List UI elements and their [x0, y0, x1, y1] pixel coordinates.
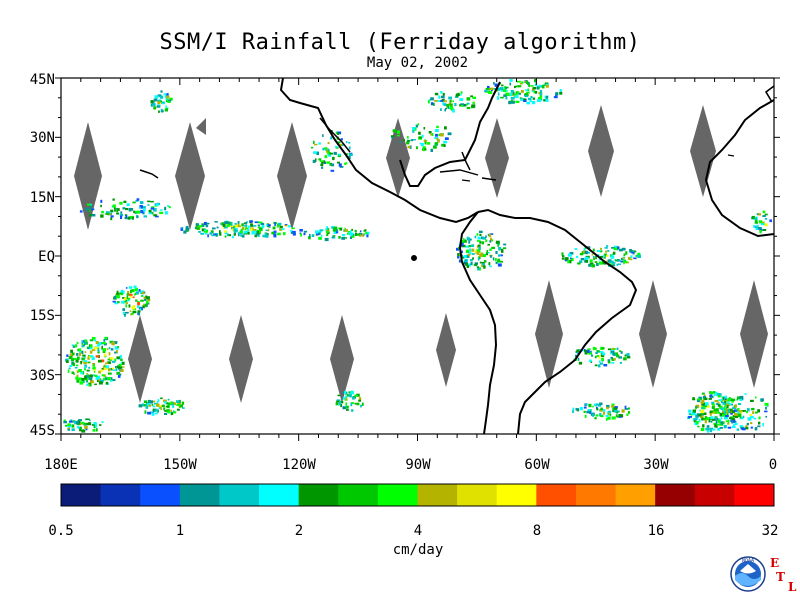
map-frame [60, 77, 775, 435]
svg-text:NOAA: NOAA [742, 558, 754, 564]
map-title: SSM/I Rainfall (Ferriday algorithm) [159, 30, 641, 55]
colorbar-swatch [536, 484, 577, 506]
lon-label: 180E [44, 457, 78, 473]
colorbar-tick-label: 2 [295, 523, 303, 539]
colorbar-swatch [655, 484, 696, 506]
lat-label: 30S [30, 368, 55, 384]
colorbar-swatch [338, 484, 379, 506]
lon-label: 150W [163, 457, 197, 473]
colorbar [61, 484, 775, 506]
lat-label: 15N [30, 190, 55, 206]
colorbar-unit-label: cm/day [393, 542, 444, 558]
longitude-labels: 180E 150W 120W 90W 60W 30W 0 [44, 457, 777, 473]
lat-label: 45N [30, 72, 55, 88]
no-data-swath [740, 280, 768, 388]
colorbar-swatch [298, 484, 339, 506]
colorbar-tick-label: 8 [533, 523, 541, 539]
lat-label: 15S [30, 308, 55, 324]
coastline-south-america-west [458, 211, 498, 435]
colorbar-swatch [417, 484, 458, 506]
coastline-north-america-west [279, 77, 479, 224]
colorbar-swatch [377, 484, 418, 506]
no-data-swath [485, 118, 509, 198]
no-data-swath [330, 315, 354, 403]
no-data-swath [588, 105, 614, 197]
colorbar-swatch [496, 484, 537, 506]
colorbar-frame [60, 483, 775, 507]
lon-label: 60W [524, 457, 550, 473]
no-data-swaths [74, 105, 768, 403]
colorbar-tick-label: 1 [176, 523, 184, 539]
galapagos-island [411, 255, 417, 261]
no-data-swath [277, 122, 307, 230]
no-data-swath [690, 105, 716, 197]
map-date: May 02, 2002 [366, 55, 469, 71]
coastline-hawaii [139, 169, 159, 179]
axis-ticks [55, 77, 780, 441]
colorbar-tick-label: 0.5 [48, 523, 73, 539]
coastline-canaries [727, 154, 735, 157]
etl-letter-l: L [788, 580, 797, 594]
coastlines [139, 77, 775, 435]
etl-letter-t: T [776, 570, 785, 584]
colorbar-tick-label: 16 [648, 523, 665, 539]
colorbar-swatch [615, 484, 656, 506]
no-data-swath [74, 122, 102, 230]
lon-label: 30W [643, 457, 669, 473]
colorbar-swatch [219, 484, 260, 506]
colorbar-tick-labels: 0.5 1 2 4 8 16 32 [48, 523, 778, 539]
colorbar-tick-label: 4 [414, 523, 422, 539]
colorbar-swatch [694, 484, 735, 506]
coastline-hispaniola [481, 177, 497, 181]
rainfall-field [63, 79, 772, 433]
noaa-logo: NOAA [730, 556, 766, 592]
latitude-labels: 45N 30N 15N EQ 15S 30S 45S [30, 72, 55, 439]
etl-letter-e: E [770, 556, 780, 570]
colorbar-swatch [140, 484, 181, 506]
no-data-swath [196, 118, 206, 135]
coastline-baja [319, 117, 351, 153]
colorbar-swatch [259, 484, 300, 506]
no-data-swath [639, 280, 667, 388]
no-data-swath [128, 315, 152, 403]
no-data-swath [175, 122, 205, 230]
colorbar-tick-label: 32 [762, 523, 779, 539]
lon-label: 90W [405, 457, 431, 473]
lat-label: 45S [30, 423, 55, 439]
lon-label: 0 [769, 457, 777, 473]
no-data-swath [229, 315, 253, 403]
coastline-south-america [477, 208, 638, 435]
no-data-swath [535, 280, 563, 388]
coastline-florida [461, 151, 471, 171]
colorbar-swatch [179, 484, 220, 506]
coastline-africa [704, 99, 775, 238]
colorbar-swatch [457, 484, 498, 506]
colorbar-swatch [575, 484, 617, 506]
colorbar-swatch [100, 484, 141, 506]
no-data-swath [436, 313, 456, 387]
colorbar-swatch [61, 484, 102, 506]
lat-label: EQ [38, 249, 55, 265]
coastline-cuba [439, 169, 479, 176]
coastline-iberia [764, 85, 775, 103]
colorbar-swatch [734, 484, 775, 506]
lon-label: 120W [282, 457, 316, 473]
lat-label: 30N [30, 130, 55, 146]
coastline-jamaica [461, 179, 471, 182]
